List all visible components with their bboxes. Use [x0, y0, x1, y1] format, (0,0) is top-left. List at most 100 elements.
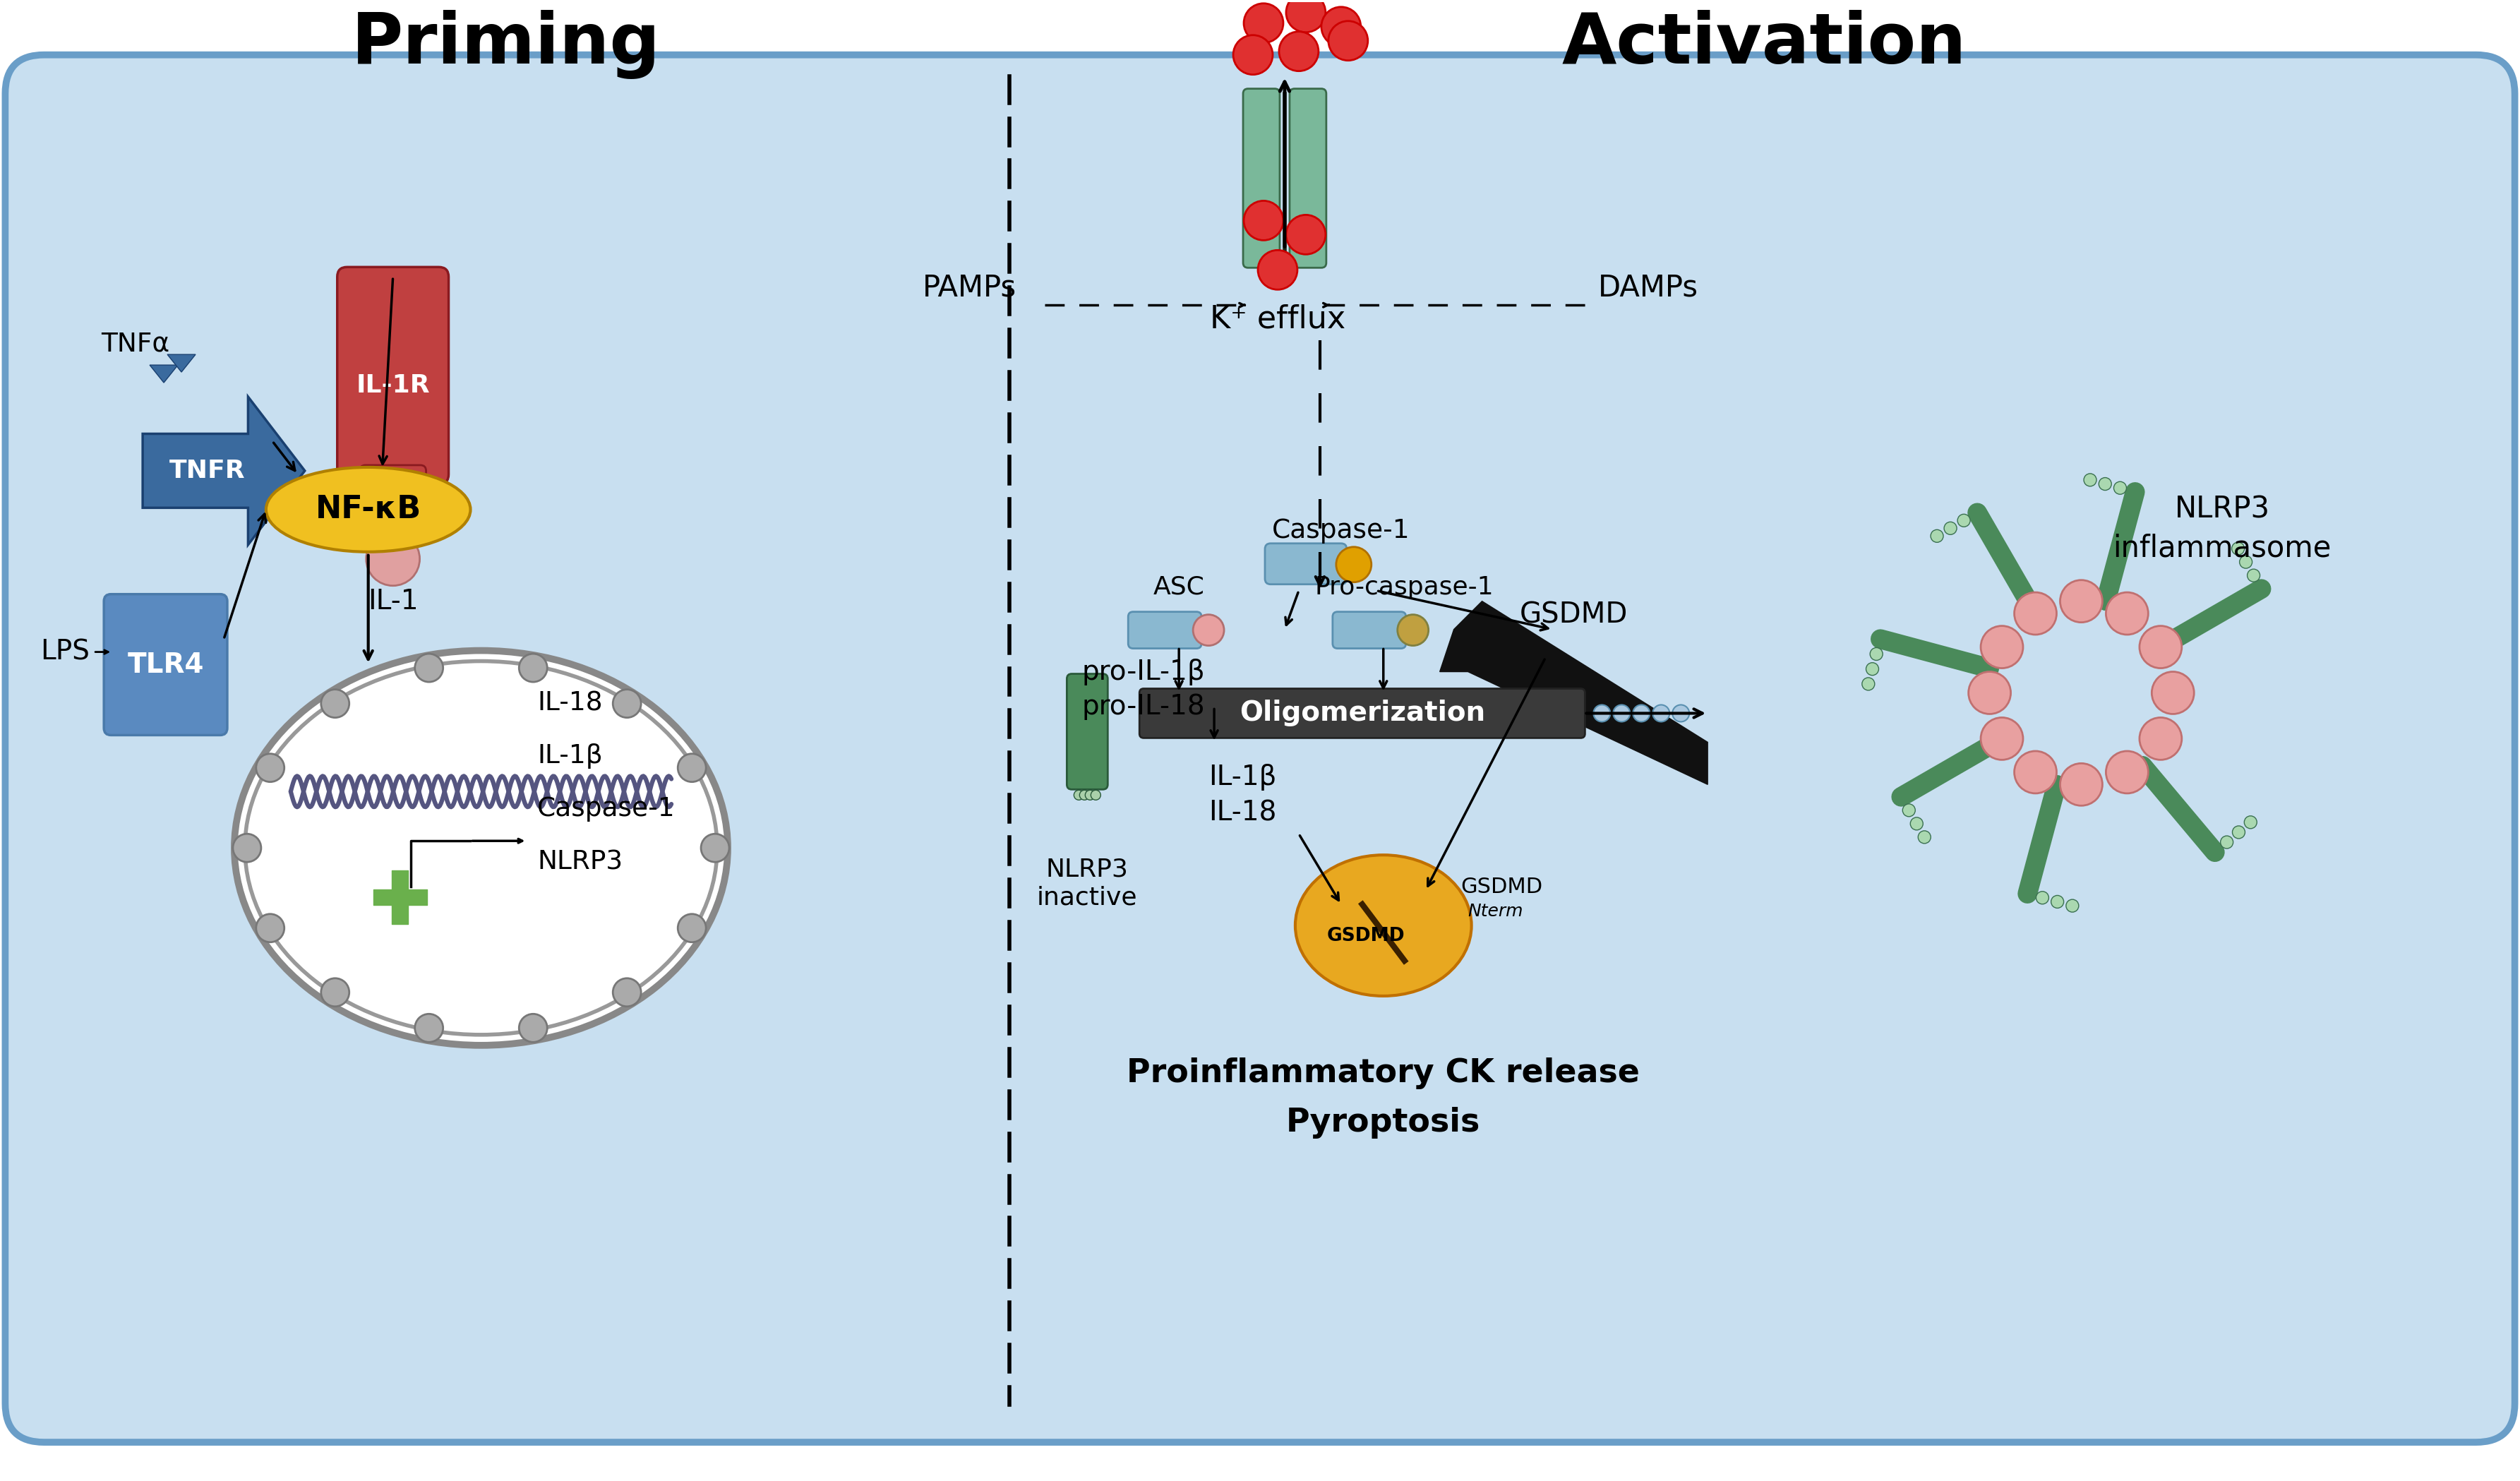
Circle shape: [2036, 892, 2049, 903]
Circle shape: [1192, 615, 1225, 646]
Text: Priming: Priming: [350, 10, 660, 78]
Circle shape: [612, 979, 640, 1007]
Text: GSDMD: GSDMD: [1326, 927, 1404, 945]
Circle shape: [1633, 705, 1651, 721]
Circle shape: [1930, 530, 1943, 542]
Circle shape: [1981, 626, 2024, 668]
Circle shape: [1091, 791, 1101, 800]
Circle shape: [1593, 705, 1610, 721]
Text: LPS: LPS: [40, 638, 91, 665]
Circle shape: [2114, 481, 2127, 495]
Text: DAMPs: DAMPs: [1598, 273, 1698, 302]
Text: NF-κB: NF-κB: [315, 495, 421, 524]
Circle shape: [2061, 581, 2102, 622]
Circle shape: [1673, 705, 1688, 721]
Circle shape: [1943, 521, 1956, 535]
Circle shape: [1903, 804, 1915, 816]
Circle shape: [1245, 201, 1283, 240]
Text: Pyroptosis: Pyroptosis: [1285, 1106, 1482, 1139]
Circle shape: [1958, 514, 1971, 527]
Circle shape: [1865, 662, 1880, 675]
Ellipse shape: [1295, 855, 1472, 997]
Circle shape: [2084, 474, 2097, 486]
Circle shape: [416, 1014, 444, 1043]
Circle shape: [2248, 569, 2260, 582]
Text: IL-1β: IL-1β: [537, 743, 602, 769]
Text: GSDMD: GSDMD: [1462, 877, 1542, 897]
Ellipse shape: [244, 661, 718, 1035]
Circle shape: [320, 979, 350, 1007]
Circle shape: [2061, 763, 2102, 806]
Circle shape: [1079, 791, 1089, 800]
Circle shape: [1232, 36, 1273, 74]
Text: GSDMD: GSDMD: [1520, 601, 1628, 629]
Text: IL-1: IL-1: [368, 588, 418, 615]
FancyBboxPatch shape: [1139, 689, 1585, 738]
Circle shape: [701, 834, 728, 862]
Text: pro-IL-18: pro-IL-18: [1081, 693, 1205, 720]
Circle shape: [1910, 818, 1923, 829]
FancyBboxPatch shape: [1290, 89, 1326, 268]
Text: IL-18: IL-18: [1210, 800, 1278, 826]
Polygon shape: [149, 364, 179, 382]
Polygon shape: [166, 354, 197, 372]
FancyBboxPatch shape: [103, 594, 227, 735]
Text: Pro-caspase-1: Pro-caspase-1: [1315, 575, 1494, 600]
Circle shape: [2139, 717, 2182, 760]
Text: Nterm: Nterm: [1469, 903, 1525, 920]
Circle shape: [1399, 615, 1429, 646]
Circle shape: [1918, 831, 1930, 844]
Text: Caspase-1: Caspase-1: [1273, 518, 1411, 544]
Text: NLRP3: NLRP3: [2175, 495, 2271, 524]
Circle shape: [1336, 546, 1371, 582]
Circle shape: [519, 1014, 547, 1043]
Circle shape: [257, 914, 285, 942]
FancyBboxPatch shape: [1333, 612, 1406, 649]
Text: IL-1R: IL-1R: [355, 373, 431, 397]
Circle shape: [678, 754, 706, 782]
Text: Proinflammatory CK release: Proinflammatory CK release: [1126, 1057, 1641, 1090]
Circle shape: [365, 532, 421, 585]
Circle shape: [1280, 31, 1318, 71]
Circle shape: [1613, 705, 1630, 721]
Circle shape: [2139, 626, 2182, 668]
Circle shape: [1870, 647, 1882, 661]
FancyBboxPatch shape: [338, 267, 449, 484]
Circle shape: [1285, 0, 1326, 33]
Circle shape: [678, 914, 706, 942]
Text: IL-1β: IL-1β: [1210, 764, 1278, 791]
FancyBboxPatch shape: [1242, 89, 1280, 268]
Text: K⁺ efflux: K⁺ efflux: [1210, 304, 1346, 335]
Circle shape: [2013, 751, 2056, 794]
FancyBboxPatch shape: [1066, 674, 1109, 789]
Circle shape: [612, 690, 640, 718]
Text: NLRP3: NLRP3: [537, 849, 622, 875]
Circle shape: [2233, 542, 2245, 555]
Circle shape: [1981, 717, 2024, 760]
Text: pro-IL-1β: pro-IL-1β: [1081, 658, 1205, 686]
Circle shape: [519, 653, 547, 681]
Circle shape: [1285, 215, 1326, 255]
Text: Oligomerization: Oligomerization: [1240, 701, 1484, 727]
Polygon shape: [144, 397, 305, 545]
Circle shape: [232, 834, 262, 862]
Circle shape: [2099, 477, 2112, 490]
Text: inflammasome: inflammasome: [2114, 533, 2331, 563]
Circle shape: [2240, 555, 2253, 569]
FancyBboxPatch shape: [5, 55, 2515, 1442]
Ellipse shape: [267, 468, 471, 552]
Circle shape: [2152, 672, 2195, 714]
Circle shape: [320, 690, 350, 718]
Circle shape: [1257, 250, 1298, 290]
Circle shape: [2107, 592, 2147, 635]
Text: TLR4: TLR4: [129, 652, 204, 678]
Circle shape: [2107, 751, 2147, 794]
Text: TNFα: TNFα: [101, 332, 169, 357]
Circle shape: [2051, 896, 2064, 908]
Text: Caspase-1: Caspase-1: [537, 797, 675, 822]
Text: Activation: Activation: [1562, 10, 1966, 78]
Text: TNFR: TNFR: [169, 459, 244, 483]
FancyBboxPatch shape: [360, 465, 426, 518]
FancyBboxPatch shape: [1265, 544, 1346, 585]
Circle shape: [2220, 835, 2233, 849]
